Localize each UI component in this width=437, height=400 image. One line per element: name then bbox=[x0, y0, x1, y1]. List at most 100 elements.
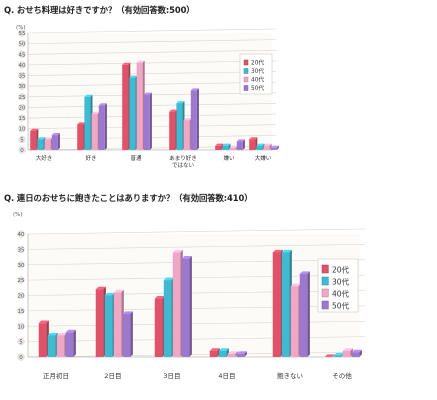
y-tick-label: 10 bbox=[18, 324, 25, 330]
bar-40代-その他 bbox=[342, 350, 351, 357]
bar-top bbox=[270, 145, 279, 148]
bar-40代-普通 bbox=[136, 62, 143, 151]
bar-top bbox=[169, 109, 178, 112]
bar-30代-あまり好きではない bbox=[176, 103, 183, 150]
bar-top bbox=[272, 249, 283, 253]
bar-20代-嫌い bbox=[215, 145, 222, 150]
category-label: 2日目 bbox=[104, 372, 121, 380]
y-tick-label: 20 bbox=[18, 294, 25, 300]
y-tick-bubble bbox=[17, 353, 25, 361]
bar-30代-普通 bbox=[129, 77, 136, 150]
bar-side bbox=[104, 103, 107, 150]
bar-side bbox=[359, 349, 362, 357]
bar-50代-普通 bbox=[143, 94, 150, 150]
bar-top bbox=[56, 332, 67, 336]
category-label: その他 bbox=[332, 371, 352, 380]
y-tick-label: 30 bbox=[18, 263, 25, 269]
bar-30代-その他 bbox=[333, 355, 342, 357]
bar-top bbox=[122, 311, 133, 314]
y-tick-label: 15 bbox=[18, 309, 25, 315]
bar-top bbox=[290, 283, 301, 287]
bar-40代-飽きない bbox=[290, 286, 299, 357]
y-tick-label: 0 bbox=[20, 148, 24, 154]
category-label: ではない bbox=[172, 162, 195, 169]
bar-top bbox=[333, 352, 344, 356]
bar-top bbox=[351, 349, 362, 353]
gridline bbox=[27, 244, 366, 250]
bar-top bbox=[91, 111, 100, 114]
bar-side bbox=[73, 329, 76, 357]
bar-20代-普通 bbox=[122, 64, 129, 150]
gridline bbox=[27, 39, 277, 44]
y-tick-bubble bbox=[18, 29, 26, 37]
y-tick-bubble bbox=[18, 71, 26, 80]
bar-top bbox=[163, 277, 174, 281]
y-tick-label: 25 bbox=[19, 95, 26, 101]
bar-top bbox=[172, 249, 183, 253]
bar-top bbox=[136, 60, 145, 63]
bar-side bbox=[242, 139, 245, 150]
gridline bbox=[27, 124, 277, 130]
bar-top bbox=[324, 354, 335, 357]
y-tick-label: 45 bbox=[19, 52, 26, 58]
category-label: 正月初日 bbox=[43, 371, 69, 380]
bar-top bbox=[190, 88, 199, 91]
y-tick-bubble bbox=[18, 125, 26, 133]
bar-top bbox=[37, 137, 46, 140]
bar-40代-2日目 bbox=[113, 292, 122, 357]
bar-50代-4日目 bbox=[236, 353, 245, 357]
gridline bbox=[27, 135, 277, 140]
bar-top bbox=[47, 332, 58, 336]
bar-50代-大好き bbox=[51, 135, 58, 150]
y-tick-label: 5 bbox=[20, 137, 24, 143]
y-tick-bubble bbox=[18, 50, 26, 58]
category-label: 大好き bbox=[36, 154, 53, 162]
bar-20代-飽きない bbox=[272, 252, 281, 357]
bar-top bbox=[218, 348, 229, 351]
bar-top bbox=[65, 329, 76, 333]
bar-top bbox=[209, 348, 220, 351]
y-tick-bubble bbox=[18, 114, 26, 122]
bar-top bbox=[181, 255, 192, 259]
bar-50代-嫌い bbox=[236, 141, 243, 150]
legend-label: 30代 bbox=[332, 277, 350, 287]
y-tick-bubble bbox=[17, 307, 25, 315]
bar-top bbox=[183, 118, 192, 121]
bar-top bbox=[236, 351, 247, 354]
bar-20代-正月初日 bbox=[38, 323, 47, 357]
bar-30代-3日目 bbox=[163, 280, 172, 357]
bar-top bbox=[256, 143, 265, 146]
y-tick-bubble bbox=[17, 245, 25, 253]
bar-30代-4日目 bbox=[218, 350, 227, 357]
legend-swatch bbox=[243, 59, 249, 66]
legend-label: 20代 bbox=[251, 59, 264, 67]
bar-side bbox=[235, 351, 238, 357]
bar-30代-2日目 bbox=[104, 295, 113, 357]
bar-40代-3日目 bbox=[172, 252, 181, 357]
bar-40代-4日目 bbox=[227, 353, 236, 357]
bar-50代-3日目 bbox=[181, 258, 190, 357]
y-tick-label: 10 bbox=[19, 127, 26, 133]
legend-label: 40代 bbox=[251, 76, 264, 84]
y-tick-bubble bbox=[18, 103, 26, 112]
bar-20代-大好き bbox=[30, 130, 37, 150]
y-tick-label: 35 bbox=[19, 74, 26, 80]
y-tick-label: 35 bbox=[18, 247, 25, 253]
gridline bbox=[27, 259, 366, 266]
bar-50代-好き bbox=[98, 105, 105, 150]
y-tick-bubble bbox=[17, 261, 25, 269]
y-tick-bubble bbox=[17, 276, 25, 284]
chart-1: (%) 0 5 10 15 20 25 30 35 40 45 50 55 大好き 好き 普通 あまり好きではな… bbox=[16, 25, 279, 169]
bar-50代-正月初日 bbox=[65, 332, 74, 357]
category-label: 嫌い bbox=[223, 154, 235, 162]
bar-top bbox=[154, 295, 165, 299]
question-1-title: Q. おせち料理は好きですか？（有効回答数:500） bbox=[4, 5, 195, 15]
bar-50代-大嫌い bbox=[270, 147, 277, 150]
y-tick-bubble bbox=[18, 93, 26, 101]
legend-swatch bbox=[321, 276, 329, 286]
gridline bbox=[27, 92, 277, 98]
bar-top bbox=[299, 271, 310, 274]
y-tick-label: 40 bbox=[19, 63, 26, 69]
bar-top bbox=[51, 133, 60, 136]
